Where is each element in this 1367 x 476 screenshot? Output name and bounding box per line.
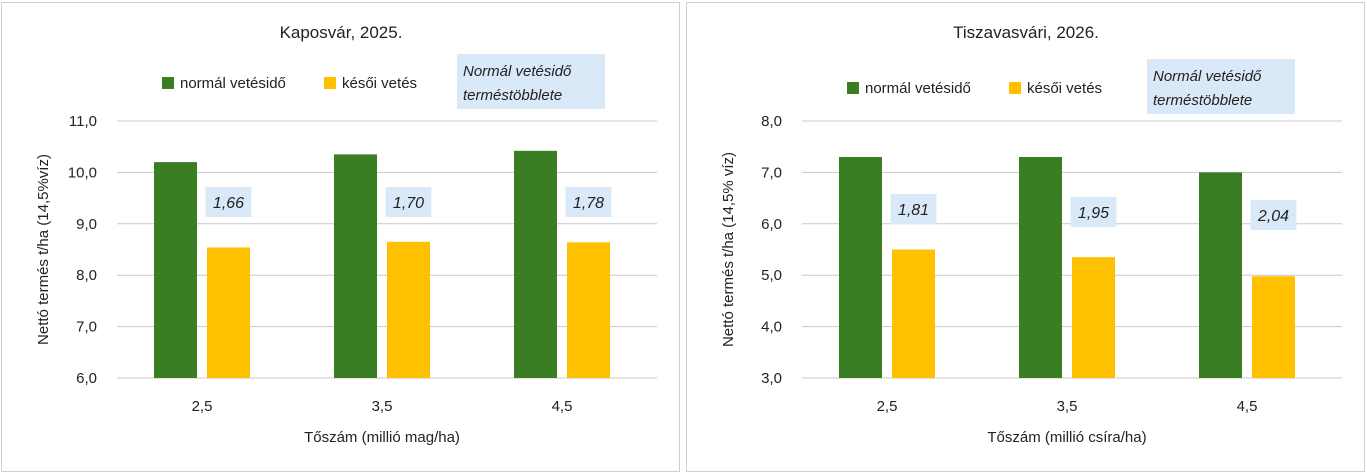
annotation-box [457,54,605,109]
bar-late-0 [207,247,250,378]
y-tick-label: 8,0 [761,113,782,130]
bar-late-2 [1252,276,1295,378]
annotation-line-1: Normál vetésidő [463,63,572,80]
bar-normal-2 [514,150,557,378]
x-axis-label: Tőszám (millió csíra/ha) [987,429,1146,446]
data-label-box [1070,197,1117,227]
data-label-box [205,187,252,217]
x-tick-label: 3,5 [1057,398,1078,415]
x-tick-label: 2,5 [192,398,213,415]
annotation-line-2: terméstöbblete [463,87,562,104]
chart-title: Tiszavasvári, 2026. [953,23,1099,42]
annotation-line-2: terméstöbblete [1153,92,1252,109]
legend-label-normal: normál vetésidő [180,75,286,92]
y-tick-label: 7,0 [761,164,782,181]
legend-swatch-normal [847,82,859,94]
bar-normal-0 [154,162,197,378]
y-tick-label: 7,0 [76,319,97,336]
legend-label-late: késői vetés [1027,80,1102,97]
legend-swatch-normal [162,77,174,89]
chart-tiszavasvari-svg: Tiszavasvári, 2026. normál vetésidő késői … [720,23,1342,446]
y-tick-label: 11,0 [69,113,97,130]
y-tick-label: 9,0 [76,216,97,233]
x-tick-label: 4,5 [552,398,573,415]
bar-normal-0 [839,156,882,378]
y-tick-label: 8,0 [76,267,97,284]
y-axis-label: Nettó termés t/ha (14,5% víz) [720,152,737,347]
data-label-box [565,187,612,217]
x-axis-label: Tőszám (millió mag/ha) [304,429,460,446]
annotation-box [1147,59,1295,114]
data-label: 1,66 [213,195,244,212]
y-tick-label: 10,0 [68,164,97,181]
legend-swatch-late [324,77,336,89]
y-tick-label: 3,0 [761,370,782,387]
chart-kaposvar-svg: Kaposvár, 2025. normál vetésidő késői veté… [35,23,657,446]
bar-late-2 [567,242,610,378]
chart-panel-tiszavasvari: Tiszavasvári, 2026. normál vetésidő késői … [686,2,1365,472]
x-tick-label: 3,5 [372,398,393,415]
y-tick-label: 6,0 [761,216,782,233]
annotation-line-1: Normál vetésidő [1153,68,1262,85]
data-label-box [1250,200,1297,230]
bar-late-1 [1072,257,1115,378]
legend-swatch-late [1009,82,1021,94]
data-label-box [385,187,432,217]
data-label: 2,04 [1257,208,1289,225]
legend-label-late: késői vetés [342,75,417,92]
y-tick-label: 6,0 [76,370,97,387]
bar-late-1 [387,241,430,378]
data-label: 1,81 [898,202,929,219]
x-tick-label: 2,5 [877,398,898,415]
bar-normal-1 [1019,156,1062,378]
legend-label-normal: normál vetésidő [865,80,971,97]
data-label-box [890,194,937,224]
bar-late-0 [892,249,935,378]
chart-panel-kaposvar: Kaposvár, 2025. normál vetésidő késői veté… [1,2,680,472]
bar-normal-2 [1199,172,1242,378]
y-tick-label: 5,0 [761,267,782,284]
x-tick-label: 4,5 [1237,398,1258,415]
data-label: 1,78 [573,195,604,212]
bar-normal-1 [334,154,377,378]
y-tick-label: 4,0 [761,319,782,336]
chart-title: Kaposvár, 2025. [280,23,403,42]
data-label: 1,95 [1078,205,1109,222]
y-axis-label: Nettó termés t/ha (14,5%víz) [35,154,52,345]
data-label: 1,70 [393,195,424,212]
